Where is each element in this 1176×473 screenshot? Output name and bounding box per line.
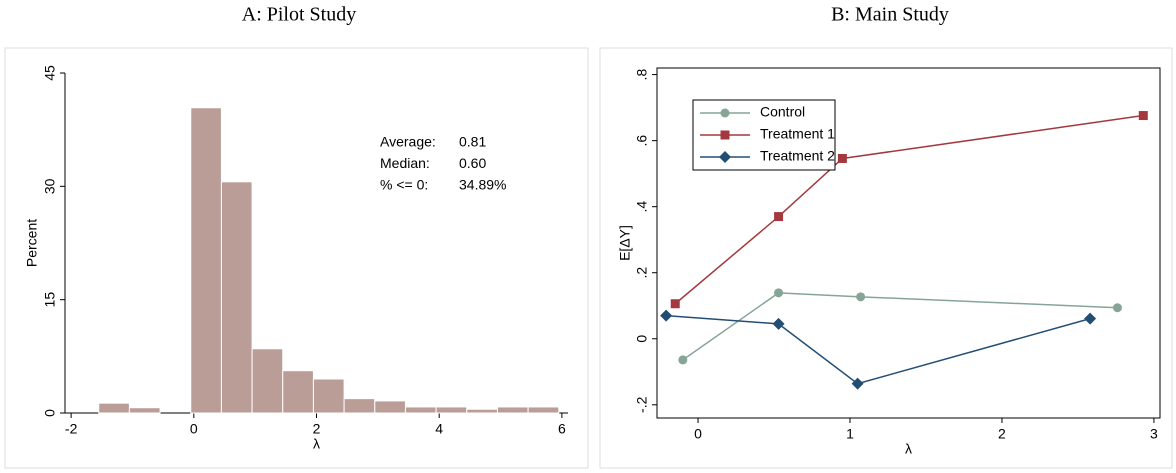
point	[670, 299, 680, 309]
bar	[343, 398, 376, 414]
point	[719, 151, 731, 163]
point	[660, 309, 673, 322]
panel-border	[599, 47, 1173, 469]
bar	[466, 408, 498, 414]
bar	[220, 181, 253, 414]
point	[774, 212, 784, 222]
bar	[98, 402, 130, 414]
annotation-label: Median:	[380, 155, 430, 171]
bar	[190, 107, 222, 414]
y-tick-label: .4	[634, 201, 650, 213]
annotation-value: 0.81	[459, 134, 486, 150]
point	[837, 153, 847, 163]
legend-label: Treatment 1	[760, 126, 835, 142]
bar	[374, 400, 406, 414]
x-tick-label: 4	[435, 421, 443, 437]
bar	[312, 378, 345, 414]
point	[772, 317, 785, 330]
annotation-label: Average:	[380, 134, 436, 150]
y-tick-label: .2	[634, 267, 650, 279]
x-tick-label: 0	[190, 421, 198, 437]
annotation-value: 34.89%	[459, 177, 506, 193]
x-tick-label: 3	[1150, 426, 1158, 442]
y-tick-label: -.2	[634, 396, 650, 413]
panel-title: B: Main Study	[831, 4, 949, 26]
series-line	[682, 292, 1118, 361]
point	[856, 292, 866, 302]
x-tick-label: -2	[65, 421, 78, 437]
bar	[435, 406, 468, 414]
y-axis-label: Percent	[24, 219, 40, 267]
y-tick-label: .6	[634, 135, 650, 147]
legend-label: Treatment 2	[760, 148, 835, 164]
bar	[282, 370, 314, 414]
y-axis-label: E[ΔY]	[617, 225, 633, 261]
y-tick-label: 0	[634, 335, 650, 343]
series-line	[674, 114, 1144, 305]
point	[851, 377, 864, 390]
x-tick-label: 2	[313, 421, 321, 437]
bar	[404, 406, 437, 414]
point	[678, 355, 688, 365]
x-axis-label: λ	[313, 436, 320, 452]
annotation-label: % <= 0:	[380, 177, 428, 193]
panel-title: A: Pilot Study	[242, 4, 356, 26]
y-tick-label: 30	[42, 178, 58, 194]
y-tick-label: .8	[634, 69, 650, 81]
point	[720, 108, 730, 118]
plot-frame	[656, 67, 1161, 419]
point	[1138, 111, 1148, 121]
bar	[527, 406, 560, 414]
annotation-value: 0.60	[459, 155, 486, 171]
bar	[128, 407, 161, 414]
point	[774, 288, 784, 298]
y-tick-label: 45	[42, 65, 58, 81]
series-line	[666, 314, 1091, 385]
x-tick-label: 2	[998, 426, 1006, 442]
bar	[496, 406, 529, 414]
bar	[251, 348, 284, 414]
point	[720, 130, 730, 140]
y-tick-label: 0	[42, 409, 58, 417]
x-axis-label: λ	[905, 441, 912, 457]
y-tick-label: 15	[42, 292, 58, 308]
x-tick-label: 0	[694, 426, 702, 442]
point	[1112, 303, 1122, 313]
panel-border	[4, 47, 589, 469]
x-tick-label: 6	[558, 421, 566, 437]
point	[1084, 312, 1097, 325]
x-tick-label: 1	[846, 426, 854, 442]
legend-label: Control	[760, 104, 805, 120]
